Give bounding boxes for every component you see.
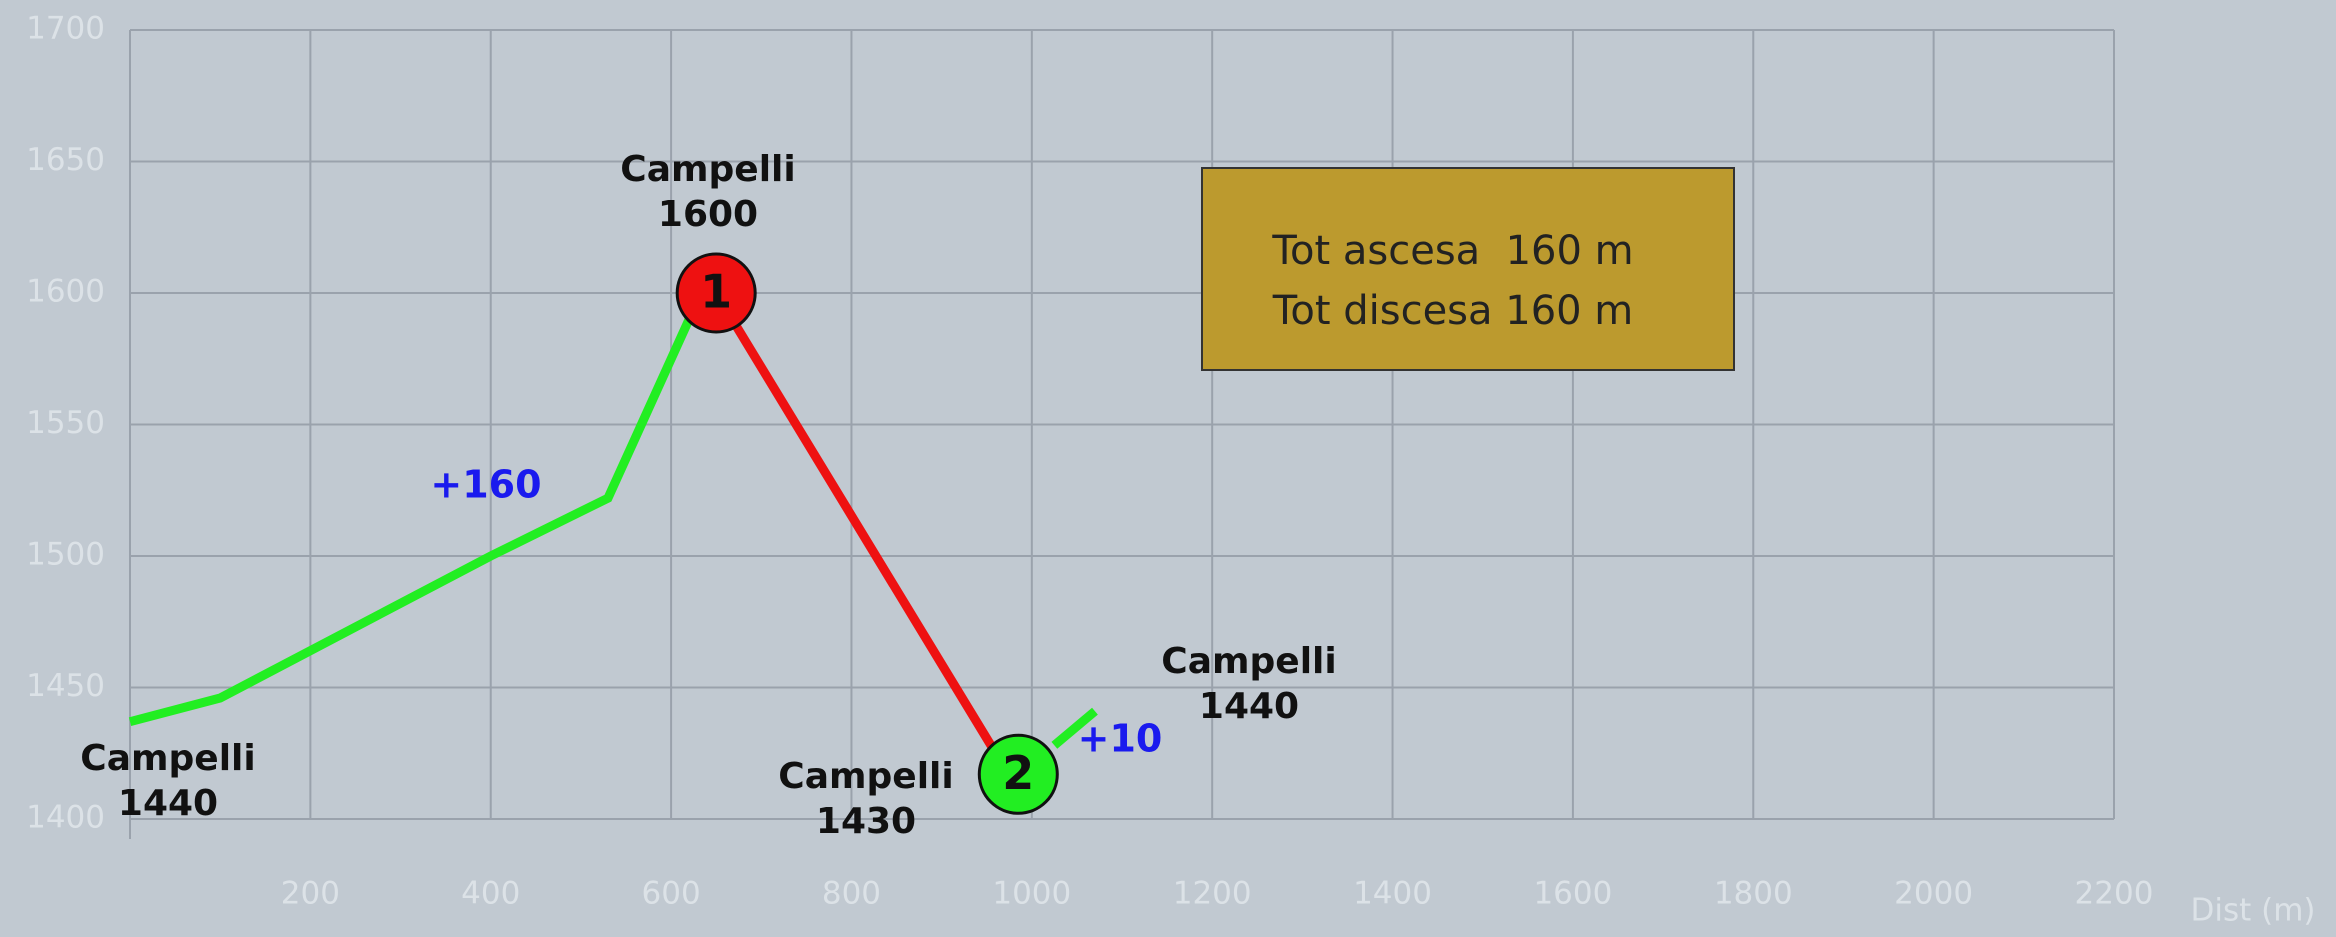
x-tick-label: 800 <box>822 876 881 912</box>
waypoint-number: 2 <box>1002 746 1034 800</box>
y-tick-label: 1400 <box>26 800 105 836</box>
y-tick-label: 1600 <box>26 274 105 310</box>
waypoint-label: Campelli <box>778 756 953 797</box>
gain-label: +160 <box>430 463 541 507</box>
x-tick-label: 600 <box>642 876 701 912</box>
y-tick-label: 1550 <box>26 405 105 441</box>
waypoint-label: Campelli <box>1161 641 1336 682</box>
waypoint-marker <box>675 252 757 334</box>
elevation-line <box>712 290 1000 756</box>
x-axis-label: Dist (m) <box>2190 893 2315 929</box>
waypoint-label: 1600 <box>658 194 758 235</box>
x-tick-label: 400 <box>461 876 520 912</box>
summary-box <box>1201 167 1735 371</box>
x-tick-label: 1400 <box>1353 876 1432 912</box>
gain-label: +10 <box>1078 717 1163 761</box>
waypoint-label: Campelli <box>80 738 255 779</box>
x-tick-label: 1800 <box>1714 876 1793 912</box>
waypoint-label: 1440 <box>118 783 218 824</box>
summary-line: Tot ascesa 160 m <box>1271 228 1633 274</box>
x-tick-label: 2200 <box>2075 876 2154 912</box>
summary-line: Tot discesa 160 m <box>1272 288 1634 334</box>
y-tick-label: 1700 <box>26 11 105 47</box>
x-tick-label: 1000 <box>992 876 1071 912</box>
y-tick-label: 1650 <box>26 142 105 178</box>
waypoint-marker <box>977 733 1059 815</box>
y-tick-label: 1450 <box>26 668 105 704</box>
waypoint-label: 1430 <box>816 801 916 842</box>
x-tick-label: 1200 <box>1173 876 1252 912</box>
elevation-line <box>1051 707 1098 749</box>
waypoint-number: 1 <box>700 265 732 319</box>
waypoint-label: Campelli <box>620 149 795 190</box>
elevation-line <box>128 289 720 727</box>
y-tick-label: 1500 <box>26 537 105 573</box>
x-tick-label: 1600 <box>1533 876 1612 912</box>
x-tick-label: 200 <box>281 876 340 912</box>
waypoint-label: 1440 <box>1199 686 1299 727</box>
x-tick-label: 2000 <box>1894 876 1973 912</box>
